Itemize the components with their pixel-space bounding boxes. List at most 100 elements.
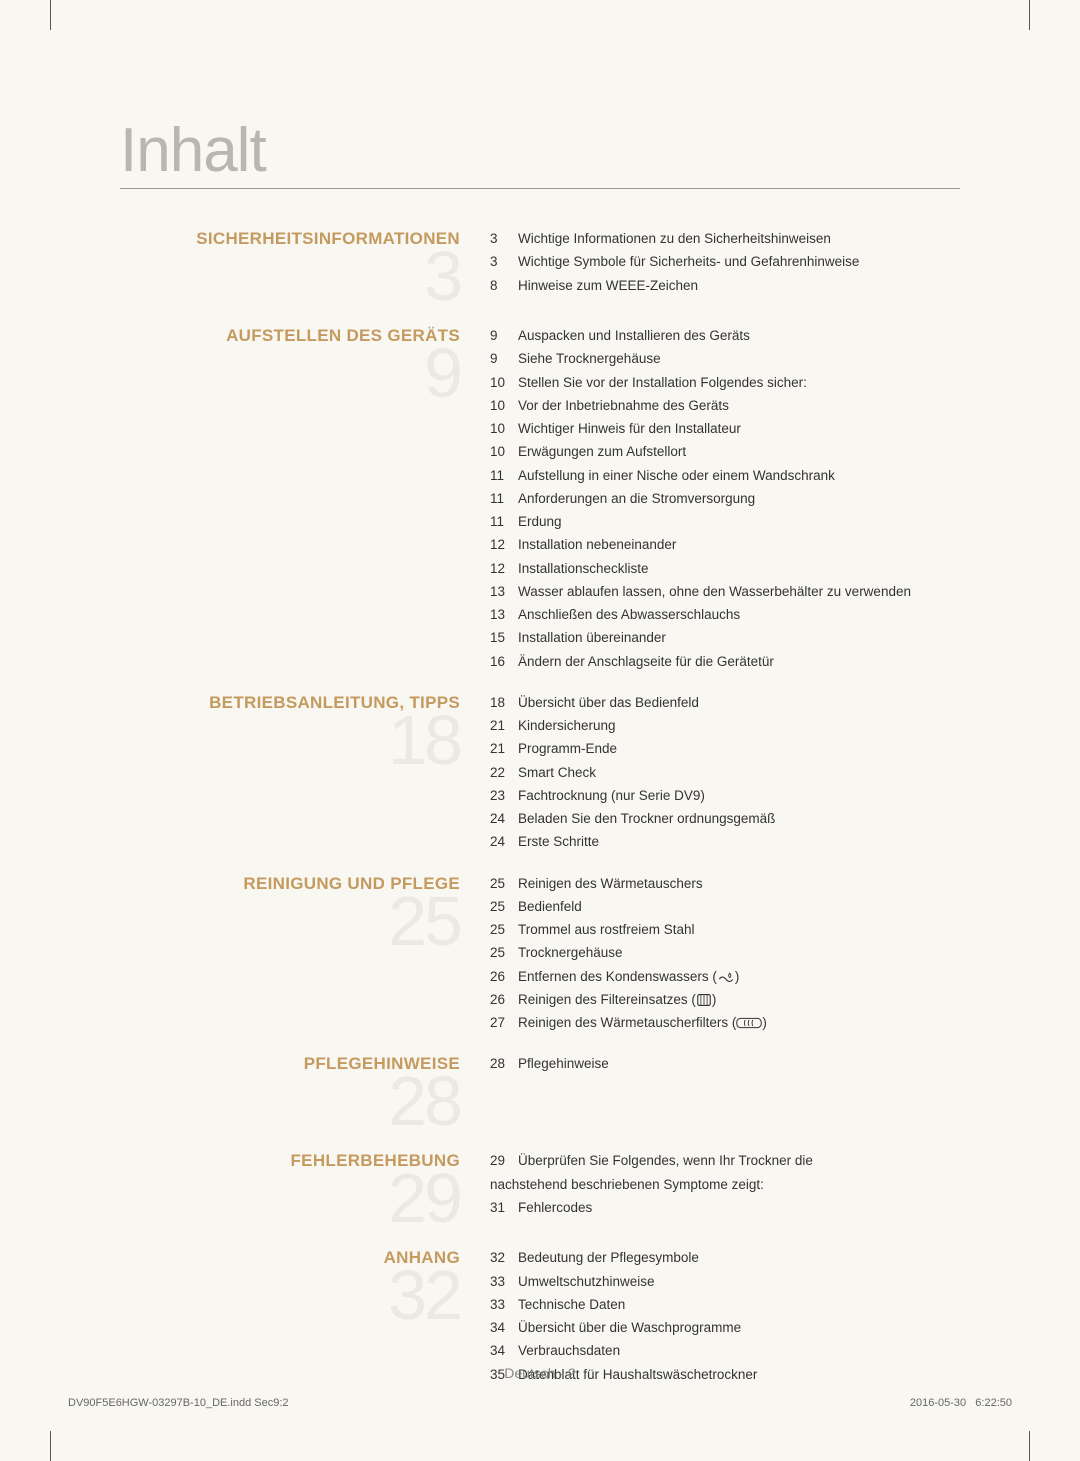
toc-entry-text: Stellen Sie vor der Installation Folgend… bbox=[518, 373, 960, 393]
toc-entry-text: Anforderungen an die Stromversorgung bbox=[518, 489, 960, 509]
toc-entry-text: Hinweise zum WEEE-Zeichen bbox=[518, 276, 960, 296]
toc-entry: 33Technische Daten bbox=[490, 1295, 960, 1315]
toc-entry-page: 12 bbox=[490, 559, 518, 579]
footer-center: Deutsch - 2 bbox=[0, 1365, 1080, 1381]
toc-entry-text: Fehlercodes bbox=[518, 1198, 960, 1218]
toc-entry-text: Erste Schritte bbox=[518, 832, 960, 852]
toc-entry: 21Kindersicherung bbox=[490, 716, 960, 736]
toc-entry-text: Bedeutung der Pflegesymbole bbox=[518, 1248, 960, 1268]
toc-entry-text: Auspacken und Installieren des Geräts bbox=[518, 326, 960, 346]
toc-entry-page: 10 bbox=[490, 419, 518, 439]
toc-entry-text: Wichtige Informationen zu den Sicherheit… bbox=[518, 229, 960, 249]
toc-entry-text: Technische Daten bbox=[518, 1295, 960, 1315]
section-left: BETRIEBSANLEITUNG, TIPPS18 bbox=[120, 693, 460, 772]
toc-section: REINIGUNG UND PFLEGE2525Reinigen des Wär… bbox=[120, 874, 960, 1037]
toc-entry: 10Wichtiger Hinweis für den Installateur bbox=[490, 419, 960, 439]
toc-entry-page: 16 bbox=[490, 652, 518, 672]
section-entries: 18Übersicht über das Bedienfeld21Kinders… bbox=[460, 693, 960, 856]
toc-entry: 10Stellen Sie vor der Installation Folge… bbox=[490, 373, 960, 393]
toc-entry: 33Umweltschutzhinweise bbox=[490, 1272, 960, 1292]
toc-entry-page: 26 bbox=[490, 967, 518, 987]
section-entries: 25Reinigen des Wärmetauschers25Bedienfel… bbox=[460, 874, 960, 1037]
toc-entry-text: Trocknergehäuse bbox=[518, 943, 960, 963]
toc-entry-page: 3 bbox=[490, 229, 518, 249]
section-entries: 28Pflegehinweise bbox=[460, 1054, 960, 1077]
toc-entry: 24Erste Schritte bbox=[490, 832, 960, 852]
toc-entry: 12Installation nebeneinander bbox=[490, 535, 960, 555]
toc-entry-text: nachstehend beschriebenen Symptome zeigt… bbox=[490, 1175, 960, 1195]
toc-entry-text: Wichtiger Hinweis für den Installateur bbox=[518, 419, 960, 439]
toc-entry: 34Verbrauchsdaten bbox=[490, 1341, 960, 1361]
toc-entry-page: 32 bbox=[490, 1248, 518, 1268]
toc-entry-page: 33 bbox=[490, 1272, 518, 1292]
toc-entry: 28Pflegehinweise bbox=[490, 1054, 960, 1074]
title-row: Inhalt bbox=[120, 115, 960, 189]
toc-entry-page: 21 bbox=[490, 716, 518, 736]
toc-entry: 22Smart Check bbox=[490, 763, 960, 783]
toc-entry: 3Wichtige Informationen zu den Sicherhei… bbox=[490, 229, 960, 249]
toc-entry-text: Reinigen des Filtereinsatzes () bbox=[518, 990, 960, 1010]
toc-entry-page: 34 bbox=[490, 1341, 518, 1361]
toc-entry-text: Aufstellung in einer Nische oder einem W… bbox=[518, 466, 960, 486]
toc-entry-page: 10 bbox=[490, 442, 518, 462]
toc-entry: 26Entfernen des Kondenswassers () bbox=[490, 967, 960, 987]
toc-sections: SICHERHEITSINFORMATIONEN33Wichtige Infor… bbox=[120, 229, 960, 1388]
toc-entry: 25Bedienfeld bbox=[490, 897, 960, 917]
toc-entry: 25Trocknergehäuse bbox=[490, 943, 960, 963]
page-content: Inhalt SICHERHEITSINFORMATIONEN33Wichtig… bbox=[120, 115, 960, 1381]
toc-entry: 21Programm-Ende bbox=[490, 739, 960, 759]
toc-entry-page: 25 bbox=[490, 874, 518, 894]
toc-entry: 25Reinigen des Wärmetauschers bbox=[490, 874, 960, 894]
toc-entry-page: 12 bbox=[490, 535, 518, 555]
toc-entry-text: Kindersicherung bbox=[518, 716, 960, 736]
toc-entry-text: Verbrauchsdaten bbox=[518, 1341, 960, 1361]
section-big-number: 28 bbox=[120, 1070, 460, 1133]
toc-entry-page: 15 bbox=[490, 628, 518, 648]
toc-entry-page: 11 bbox=[490, 466, 518, 486]
section-left: SICHERHEITSINFORMATIONEN3 bbox=[120, 229, 460, 308]
toc-entry-text: Installation übereinander bbox=[518, 628, 960, 648]
toc-entry-text: Smart Check bbox=[518, 763, 960, 783]
print-timestamp: 2016-05-30 6:22:50 bbox=[910, 1397, 1012, 1409]
toc-entry-text: Übersicht über das Bedienfeld bbox=[518, 693, 960, 713]
toc-entry-text: Reinigen des Wärmetauscherfilters () bbox=[518, 1013, 960, 1033]
toc-entry-text: Erwägungen zum Aufstellort bbox=[518, 442, 960, 462]
toc-entry-text: Bedienfeld bbox=[518, 897, 960, 917]
toc-entry-text: Wasser ablaufen lassen, ohne den Wasserb… bbox=[518, 582, 960, 602]
toc-entry-text: Entfernen des Kondenswassers () bbox=[518, 967, 960, 987]
toc-entry-page: 34 bbox=[490, 1318, 518, 1338]
toc-entry-text: Erdung bbox=[518, 512, 960, 532]
section-big-number: 25 bbox=[120, 890, 460, 953]
toc-entry-text: Anschließen des Abwasserschlauchs bbox=[518, 605, 960, 625]
toc-entry-text: Ändern der Anschlagseite für die Gerätet… bbox=[518, 652, 960, 672]
toc-entry-text: Überprüfen Sie Folgendes, wenn Ihr Trock… bbox=[518, 1151, 960, 1171]
toc-entry: 11Anforderungen an die Stromversorgung bbox=[490, 489, 960, 509]
toc-entry: 13Wasser ablaufen lassen, ohne den Wasse… bbox=[490, 582, 960, 602]
toc-entry-page: 26 bbox=[490, 990, 518, 1010]
toc-entry-page: 25 bbox=[490, 943, 518, 963]
toc-entry-page: 21 bbox=[490, 739, 518, 759]
section-entries: 9Auspacken und Installieren des Geräts9S… bbox=[460, 326, 960, 675]
toc-entry: 16Ändern der Anschlagseite für die Gerät… bbox=[490, 652, 960, 672]
toc-entry-page: 18 bbox=[490, 693, 518, 713]
toc-entry-page: 28 bbox=[490, 1054, 518, 1074]
section-big-number: 3 bbox=[120, 245, 460, 308]
section-left: AUFSTELLEN DES GERÄTS9 bbox=[120, 326, 460, 405]
toc-entry-page: 27 bbox=[490, 1013, 518, 1033]
toc-entry: 27Reinigen des Wärmetauscherfilters () bbox=[490, 1013, 960, 1033]
toc-entry-text: Übersicht über die Waschprogramme bbox=[518, 1318, 960, 1338]
toc-entry: 11Erdung bbox=[490, 512, 960, 532]
toc-entry: 8Hinweise zum WEEE-Zeichen bbox=[490, 276, 960, 296]
section-left: ANHANG32 bbox=[120, 1248, 460, 1327]
page-title: Inhalt bbox=[120, 115, 266, 186]
toc-entry-page: 10 bbox=[490, 396, 518, 416]
toc-entry-page: 10 bbox=[490, 373, 518, 393]
toc-entry: 11Aufstellung in einer Nische oder einem… bbox=[490, 466, 960, 486]
toc-entry-text: Installation nebeneinander bbox=[518, 535, 960, 555]
toc-entry-page: 29 bbox=[490, 1151, 518, 1171]
section-left: PFLEGEHINWEISE28 bbox=[120, 1054, 460, 1133]
section-big-number: 32 bbox=[120, 1264, 460, 1327]
toc-entry-text: Vor der Inbetriebnahme des Geräts bbox=[518, 396, 960, 416]
toc-entry: 31Fehlercodes bbox=[490, 1198, 960, 1218]
toc-entry-text: Pflegehinweise bbox=[518, 1054, 960, 1074]
